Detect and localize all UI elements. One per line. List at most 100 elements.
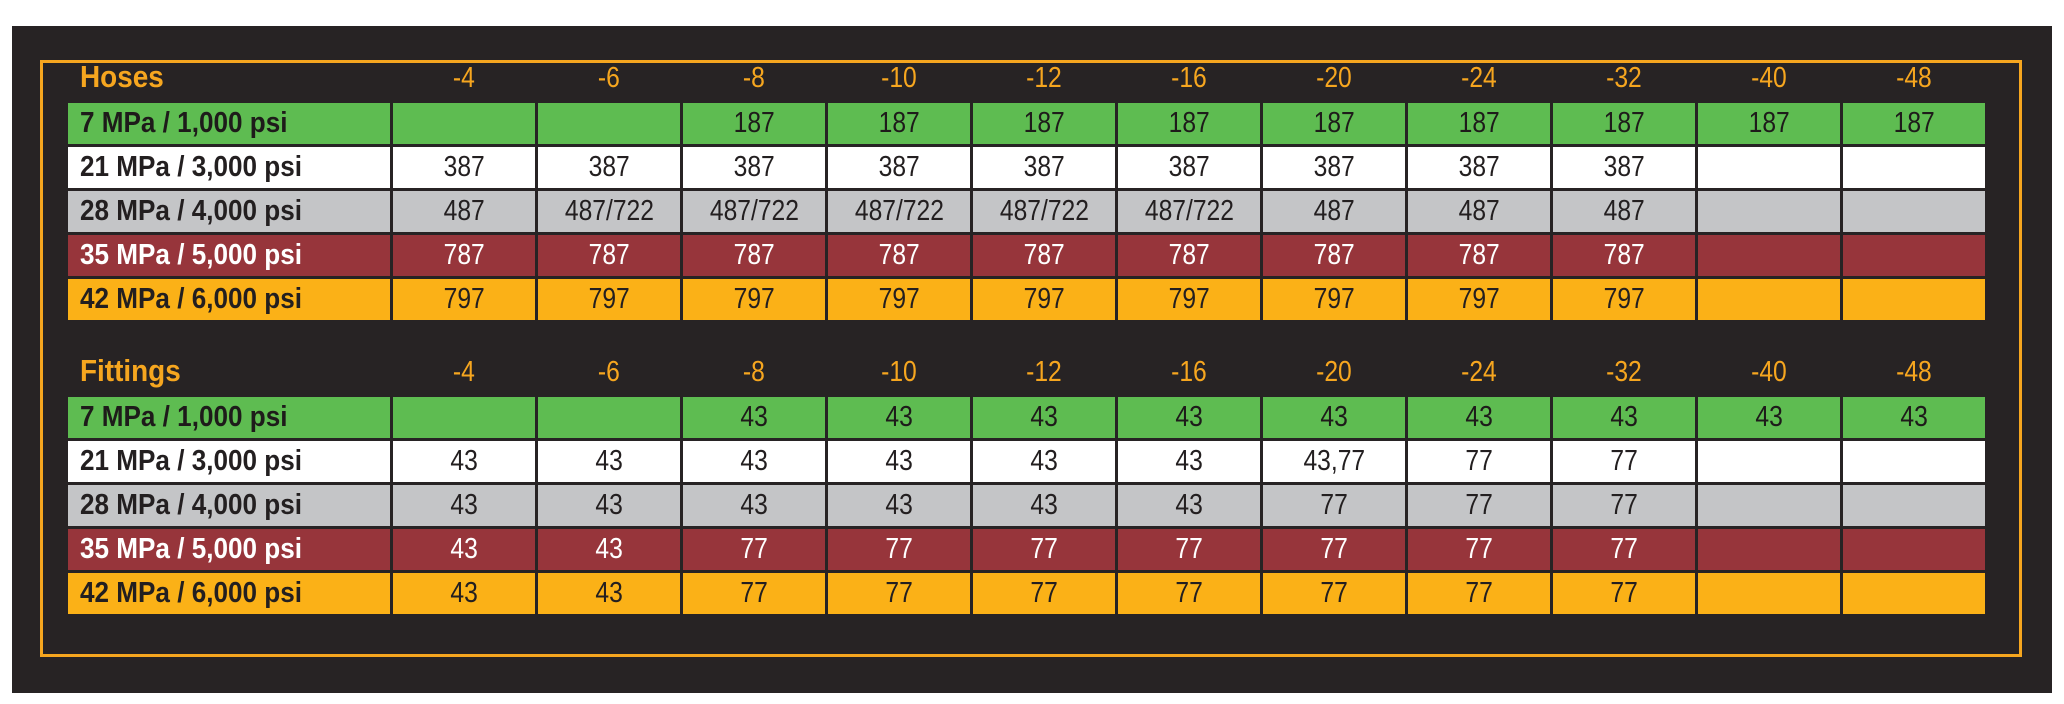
value-cell: 43 bbox=[973, 441, 1115, 482]
value-cell: 43 bbox=[973, 397, 1115, 438]
value-cell: 43 bbox=[1408, 397, 1550, 438]
column-header: -16 bbox=[1171, 62, 1207, 94]
value-cell bbox=[1843, 191, 1985, 232]
value-cell: 43 bbox=[393, 529, 535, 570]
column-header: -10 bbox=[881, 356, 917, 388]
value-cell: 387 bbox=[393, 147, 535, 188]
value-cell: 43 bbox=[1118, 397, 1260, 438]
value-cell: 797 bbox=[1408, 279, 1550, 320]
value-cell: 77 bbox=[828, 573, 970, 614]
value-cell: 187 bbox=[973, 103, 1115, 144]
hoses-title-label: Hoses bbox=[80, 59, 164, 94]
column-header: -20 bbox=[1316, 62, 1352, 94]
row-label: 21 MPa / 3,000 psi bbox=[68, 441, 390, 482]
value-cell: 787 bbox=[973, 235, 1115, 276]
table-row: 35 MPa / 5,000 psi 787 787 787 787 787 787 787 7… bbox=[68, 235, 1988, 276]
pressure-chart-panel: Hoses -4 -6 -8 -10 -12 -16 -20 -24 -32 -40 -48 7 M… bbox=[12, 26, 2052, 693]
column-header: -12 bbox=[1026, 62, 1062, 94]
row-label: 35 MPa / 5,000 psi bbox=[68, 529, 390, 570]
row-label: 28 MPa / 4,000 psi bbox=[68, 191, 390, 232]
value-cell: 43 bbox=[1118, 441, 1260, 482]
value-cell: 487 bbox=[1408, 191, 1550, 232]
value-cell: 387 bbox=[1118, 147, 1260, 188]
value-cell bbox=[1698, 235, 1840, 276]
value-cell: 77 bbox=[683, 573, 825, 614]
value-cell: 487 bbox=[1553, 191, 1695, 232]
column-header: -4 bbox=[453, 62, 475, 94]
value-cell: 797 bbox=[1553, 279, 1695, 320]
value-cell: 387 bbox=[538, 147, 680, 188]
value-cell bbox=[1843, 441, 1985, 482]
row-label: 28 MPa / 4,000 psi bbox=[68, 485, 390, 526]
value-cell: 787 bbox=[1263, 235, 1405, 276]
value-cell: 787 bbox=[1118, 235, 1260, 276]
value-cell: 43 bbox=[1263, 397, 1405, 438]
value-cell bbox=[1698, 441, 1840, 482]
column-header: -20 bbox=[1316, 356, 1352, 388]
value-cell: 43 bbox=[683, 485, 825, 526]
value-cell: 77 bbox=[1263, 573, 1405, 614]
value-cell bbox=[1843, 529, 1985, 570]
value-cell bbox=[1698, 529, 1840, 570]
value-cell: 77 bbox=[1263, 529, 1405, 570]
value-cell: 797 bbox=[538, 279, 680, 320]
value-cell: 43 bbox=[538, 485, 680, 526]
fittings-header-row: Fittings -4 -6 -8 -10 -12 -16 -20 -24 -32 -40 -48 bbox=[68, 350, 1988, 394]
value-cell: 797 bbox=[828, 279, 970, 320]
value-cell: 387 bbox=[1263, 147, 1405, 188]
fittings-table: Fittings -4 -6 -8 -10 -12 -16 -20 -24 -32 -40 -48 … bbox=[68, 350, 1988, 614]
value-cell: 787 bbox=[538, 235, 680, 276]
value-cell bbox=[1698, 279, 1840, 320]
column-header: -48 bbox=[1896, 62, 1932, 94]
table-row: 28 MPa / 4,000 psi 487 487/722 487/722 487/7… bbox=[68, 191, 1988, 232]
value-cell: 43 bbox=[973, 485, 1115, 526]
value-cell: 43,77 bbox=[1263, 441, 1405, 482]
hoses-header-row: Hoses -4 -6 -8 -10 -12 -16 -20 -24 -32 -40 -48 bbox=[68, 56, 1988, 100]
value-cell: 187 bbox=[1118, 103, 1260, 144]
value-cell: 43 bbox=[1553, 397, 1695, 438]
value-cell bbox=[393, 397, 535, 438]
table-row: 42 MPa / 6,000 psi 797 797 797 797 797 797 797 7… bbox=[68, 279, 1988, 320]
value-cell: 487 bbox=[1263, 191, 1405, 232]
value-cell bbox=[538, 397, 680, 438]
row-label: 35 MPa / 5,000 psi bbox=[68, 235, 390, 276]
value-cell: 77 bbox=[1553, 529, 1695, 570]
value-cell: 787 bbox=[1408, 235, 1550, 276]
value-cell: 487 bbox=[393, 191, 535, 232]
value-cell: 787 bbox=[828, 235, 970, 276]
value-cell: 387 bbox=[973, 147, 1115, 188]
value-cell: 43 bbox=[1118, 485, 1260, 526]
value-cell bbox=[1698, 147, 1840, 188]
value-cell: 43 bbox=[828, 397, 970, 438]
value-cell: 43 bbox=[538, 529, 680, 570]
value-cell: 387 bbox=[1408, 147, 1550, 188]
table-row: 28 MPa / 4,000 psi 43 43 43 43 43 43 77 77 77 bbox=[68, 485, 1988, 526]
hoses-table: Hoses -4 -6 -8 -10 -12 -16 -20 -24 -32 -40 -48 7 M… bbox=[68, 56, 1988, 320]
table-row: 42 MPa / 6,000 psi 43 43 77 77 77 77 77 77 77 bbox=[68, 573, 1988, 614]
value-cell: 797 bbox=[1118, 279, 1260, 320]
table-separator bbox=[68, 320, 1988, 350]
value-cell: 787 bbox=[393, 235, 535, 276]
row-label: 42 MPa / 6,000 psi bbox=[68, 573, 390, 614]
column-header: -10 bbox=[881, 62, 917, 94]
value-cell bbox=[393, 103, 535, 144]
value-cell: 43 bbox=[1843, 397, 1985, 438]
table-row: 7 MPa / 1,000 psi 43 43 43 43 43 43 43 43 43 bbox=[68, 397, 1988, 438]
value-cell: 487/722 bbox=[828, 191, 970, 232]
table-row: 21 MPa / 3,000 psi 387 387 387 387 387 387 387 3… bbox=[68, 147, 1988, 188]
value-cell: 43 bbox=[828, 485, 970, 526]
value-cell bbox=[538, 103, 680, 144]
value-cell: 77 bbox=[1408, 485, 1550, 526]
value-cell: 387 bbox=[683, 147, 825, 188]
column-header: -16 bbox=[1171, 356, 1207, 388]
value-cell: 43 bbox=[538, 573, 680, 614]
value-cell: 77 bbox=[683, 529, 825, 570]
column-header: -4 bbox=[453, 356, 475, 388]
value-cell bbox=[1843, 485, 1985, 526]
value-cell: 797 bbox=[393, 279, 535, 320]
column-header: -6 bbox=[598, 356, 620, 388]
value-cell: 787 bbox=[1553, 235, 1695, 276]
value-cell bbox=[1843, 147, 1985, 188]
value-cell: 797 bbox=[683, 279, 825, 320]
